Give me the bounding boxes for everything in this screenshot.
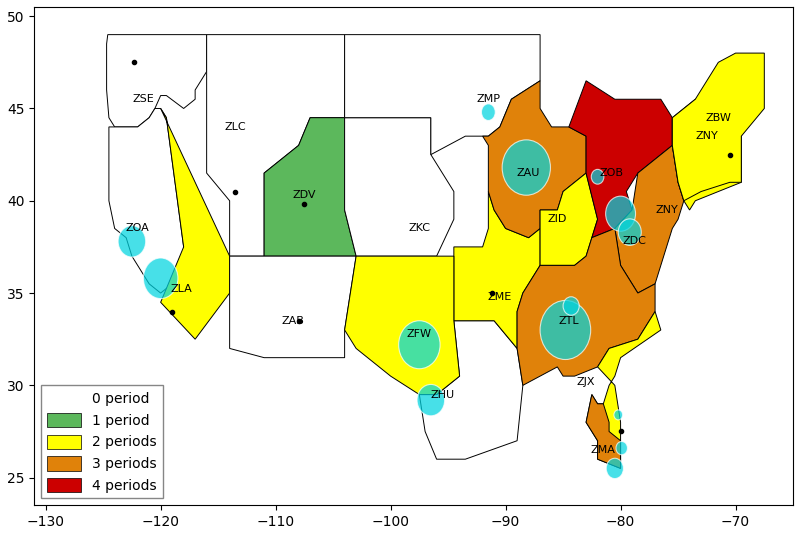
Text: ZKC: ZKC (408, 224, 430, 234)
Text: ZTL: ZTL (558, 316, 579, 326)
Text: ZME: ZME (488, 292, 512, 302)
Polygon shape (454, 191, 540, 348)
Text: ZAB: ZAB (282, 316, 304, 326)
Polygon shape (419, 321, 523, 459)
Ellipse shape (618, 219, 642, 245)
Text: ZDV: ZDV (293, 190, 316, 200)
Text: ZHU: ZHU (430, 390, 454, 399)
Text: ZMP: ZMP (476, 94, 500, 104)
Polygon shape (586, 311, 661, 468)
Legend: 0 period, 1 period, 2 periods, 3 periods, 4 periods: 0 period, 1 period, 2 periods, 3 periods… (41, 385, 162, 498)
Ellipse shape (482, 104, 495, 121)
Polygon shape (569, 81, 672, 237)
Ellipse shape (540, 301, 590, 360)
Ellipse shape (614, 410, 622, 420)
Text: ZLC: ZLC (225, 122, 246, 132)
Polygon shape (345, 256, 460, 394)
Polygon shape (482, 81, 586, 237)
Ellipse shape (563, 297, 579, 315)
Polygon shape (264, 118, 356, 256)
Ellipse shape (143, 258, 178, 299)
Text: ZOA: ZOA (126, 224, 150, 234)
Ellipse shape (118, 226, 146, 257)
Text: ZID: ZID (548, 214, 567, 224)
Text: ZBW: ZBW (706, 113, 731, 123)
Text: ZDC: ZDC (622, 236, 646, 247)
Ellipse shape (591, 169, 604, 184)
Polygon shape (106, 35, 206, 127)
Text: ZJX: ZJX (577, 377, 595, 386)
Polygon shape (586, 394, 621, 468)
Ellipse shape (417, 384, 445, 416)
Ellipse shape (616, 442, 627, 455)
Ellipse shape (398, 321, 440, 369)
Ellipse shape (502, 140, 550, 195)
Text: ZMA: ZMA (591, 445, 616, 455)
Polygon shape (230, 256, 356, 358)
Polygon shape (206, 35, 345, 256)
Text: ZNY: ZNY (695, 131, 718, 141)
Polygon shape (615, 145, 684, 293)
Polygon shape (345, 118, 454, 256)
Polygon shape (540, 173, 598, 265)
Polygon shape (672, 99, 742, 210)
Text: ZOB: ZOB (599, 168, 623, 178)
Text: ZNY: ZNY (655, 205, 678, 215)
Polygon shape (109, 108, 184, 293)
Ellipse shape (606, 196, 635, 231)
Text: ZSE: ZSE (133, 94, 154, 104)
Polygon shape (672, 53, 764, 201)
Ellipse shape (606, 458, 623, 479)
Polygon shape (161, 108, 230, 339)
Polygon shape (345, 35, 540, 154)
Text: ZLA: ZLA (170, 285, 192, 294)
Text: ZAU: ZAU (517, 168, 540, 178)
Polygon shape (517, 228, 655, 385)
Text: ZFW: ZFW (407, 329, 432, 339)
